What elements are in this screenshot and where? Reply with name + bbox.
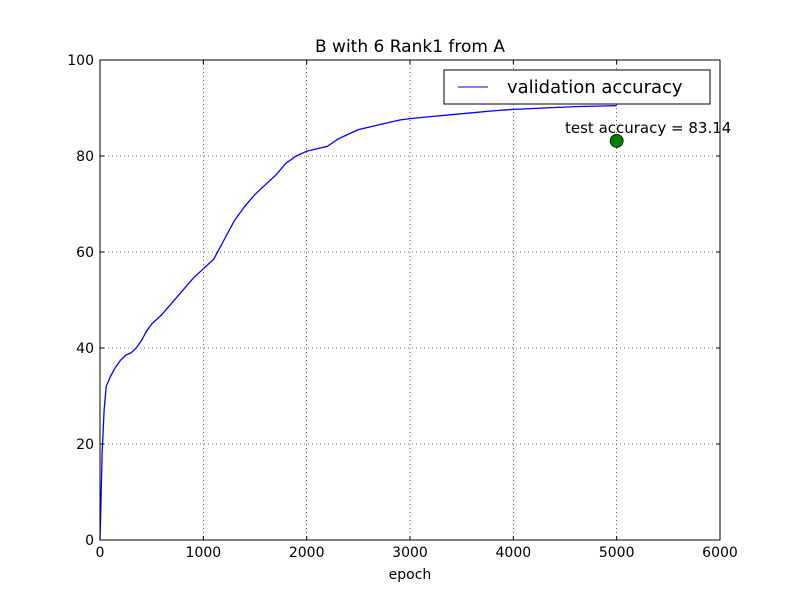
- x-tick-label: 0: [96, 545, 105, 561]
- y-tick-label: 0: [85, 533, 94, 549]
- test-accuracy-annotation: test accuracy = 83.14: [565, 119, 731, 137]
- y-tick-label: 100: [67, 53, 94, 69]
- legend-box: [443, 69, 711, 105]
- y-tick-label: 40: [76, 341, 94, 357]
- plot-area: [99, 104, 624, 541]
- y-tick-label: 60: [76, 245, 94, 261]
- test-accuracy-point: [609, 134, 624, 148]
- x-tick-label: 2000: [289, 545, 325, 561]
- y-tick-label: 80: [76, 149, 94, 165]
- x-tick-label: 1000: [186, 545, 222, 561]
- series-line-validation-accuracy: [99, 104, 617, 541]
- chart-title: B with 6 Rank1 from A: [315, 37, 505, 57]
- legend: validation accuracy: [443, 69, 711, 105]
- x-axis-label: epoch: [389, 567, 432, 583]
- x-tick-label: 5000: [599, 545, 635, 561]
- legend-label: validation accuracy: [507, 77, 683, 98]
- y-tick-label: 20: [76, 437, 94, 453]
- ticks: 0 1000 2000 3000 4000 5000 6000 0 20 40 60 80 100: [67, 53, 738, 561]
- x-tick-label: 6000: [702, 545, 738, 561]
- x-tick-label: 3000: [392, 545, 428, 561]
- x-tick-label: 4000: [496, 545, 532, 561]
